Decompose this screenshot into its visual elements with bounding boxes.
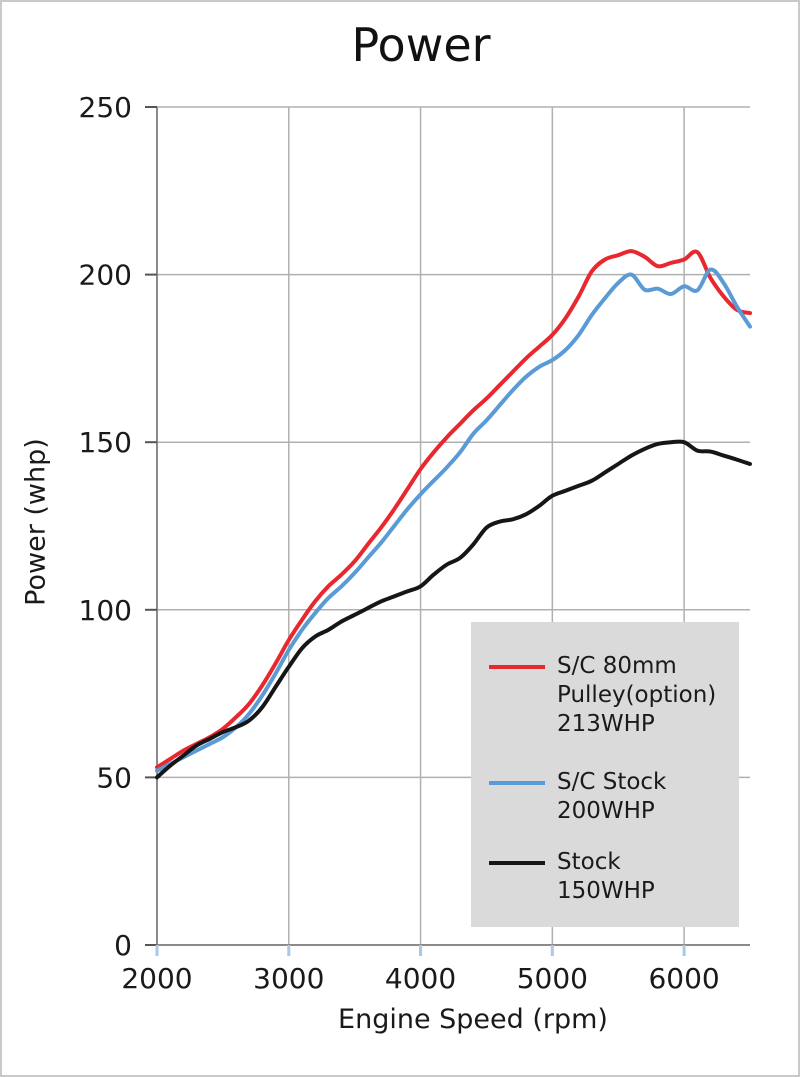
y-tick-label-200: 200 xyxy=(79,259,132,292)
y-tick-label-150: 150 xyxy=(79,426,132,459)
y-tick-label-100: 100 xyxy=(79,594,132,627)
series-line-sc-80mm-pulley xyxy=(155,249,752,770)
legend-label-sc-80mm-pulley: S/C 80mm Pulley(option) 213WHP xyxy=(557,653,717,737)
x-tick-label-6000: 6000 xyxy=(648,962,719,995)
x-tick-label-2000: 2000 xyxy=(121,962,192,995)
y-tick-label-250: 250 xyxy=(79,91,132,124)
legend-entry-stock: Stock 150WHP xyxy=(489,848,739,906)
legend: S/C 80mm Pulley(option) 213WHP S/C Stock 200… xyxy=(471,622,739,927)
legend-entry-sc-stock: S/C Stock 200WHP xyxy=(489,768,739,826)
legend-entry-sc-80mm-pulley: S/C 80mm Pulley(option) 213WHP xyxy=(489,652,739,739)
x-tick-label-5000: 5000 xyxy=(517,962,588,995)
legend-swatch-sc-stock xyxy=(489,781,545,785)
x-axis-title: Engine Speed (rpm) xyxy=(338,1004,608,1035)
legend-swatch-sc-80mm-pulley xyxy=(489,665,545,669)
y-axis-title: Power (whp) xyxy=(20,438,52,606)
legend-swatch-stock xyxy=(489,861,545,865)
legend-label-sc-stock: S/C Stock 200WHP xyxy=(557,769,667,824)
y-tick-label-0: 0 xyxy=(114,929,132,962)
legend-label-stock: Stock 150WHP xyxy=(557,849,655,904)
x-tick-label-4000: 4000 xyxy=(385,962,456,995)
series-line-stock xyxy=(155,439,752,780)
y-tick-label-50: 50 xyxy=(96,761,132,794)
x-tick-label-3000: 3000 xyxy=(253,962,324,995)
chart-title: Power xyxy=(351,18,491,72)
series-line-sc-stock xyxy=(155,267,752,773)
